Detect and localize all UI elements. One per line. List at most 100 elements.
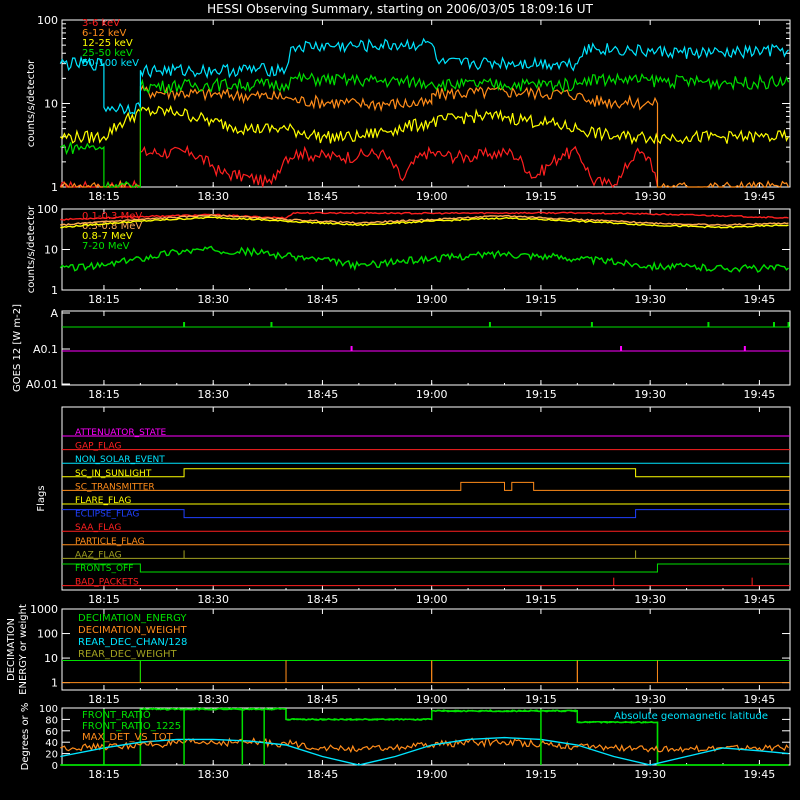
panel4-flag-label: FRONTS_OFF [75,564,133,574]
panel6-ytick-label: 80 [45,715,58,726]
panel2-xtick-label: 18:45 [307,293,339,306]
panel4-flag-line [62,550,790,559]
panel1-xtick-label: 19:15 [525,190,557,203]
panel2-series-line [59,245,789,273]
panel1-xtick-label: 19:30 [634,190,666,203]
panel6-xtick-label: 18:15 [88,768,120,781]
panel1-frame [61,19,791,188]
panel6-xtick-label: 19:45 [744,768,776,781]
panel4-flag-label: NON_SOLAR_EVENT [75,455,165,465]
panel2-ytick-label: 100 [37,203,58,216]
panel2-xtick-label: 19:45 [744,293,776,306]
panel2-legend-entry: 0.1-0.3 MeV [82,211,142,222]
panel6-ytick-label: 20 [45,750,58,761]
panel6-xtick-label: 19:15 [525,768,557,781]
panel4-xtick-label: 19:45 [744,593,776,606]
panel5-ytick-label: 100 [37,628,58,641]
panel5-xtick-label: 18:30 [197,693,229,706]
panel5-xtick-label: 19:30 [634,693,666,706]
panel4-flag-line [62,468,790,478]
panel3-ylabel: GOES 12 [W m-2] [12,304,23,392]
panel6-xtick-label: 18:30 [197,768,229,781]
panel1-series-line [60,84,790,189]
panel4-flag-label: PARTICLE_FLAG [75,537,145,547]
panel1-ytick-label: 100 [37,14,58,27]
panel1-legend-entry: 6-12 keV [82,28,126,39]
panel6-ytick-label: 100 [39,704,58,715]
panel2-xtick-label: 19:30 [634,293,666,306]
panel1-xtick-label: 19:00 [416,190,448,203]
panel1-xtick-label: 18:45 [307,190,339,203]
panel5-legend-entry: DECIMATION_WEIGHT [78,625,187,636]
panel2-ytick-label: 1 [51,284,58,297]
panel2-legend-entry: 0.3-0.8 MeV [82,221,142,232]
panel2-xtick-label: 19:15 [525,293,557,306]
panel1-legend-entry: 50-100 keV [82,58,139,69]
panel5-legend-entry: REAR_DEC_CHAN/128 [78,637,187,648]
panel5-ylabel-line2: ENERGY or weight [18,604,29,695]
panel3-xtick-label: 19:00 [416,388,448,401]
panel4-flag-line [62,509,790,519]
panel4-flag-line [62,563,790,573]
panel2-legend-entry: 0.8-7 MeV [82,231,133,242]
panel5-ytick-label: 10 [44,652,58,665]
panel5-legend-entry: REAR_DEC_WEIGHT [78,649,177,660]
panel5-xtick-label: 18:15 [88,693,120,706]
panel1-series-line [59,71,790,188]
panel2-xtick-label: 18:30 [197,293,229,306]
panel2-ytick-label: 10 [44,244,58,257]
panel6-legend-entry: FRONT_RATIO [82,710,151,721]
panel3-xtick-label: 18:30 [197,388,229,401]
panel4-flag-label: SC_TRANSMITTER [75,482,155,492]
panel3-xtick-label: 18:15 [88,388,120,401]
panel6-ytick-label: 0 [52,761,58,772]
panel6-series-line [60,736,789,766]
panel5-ytick-label: 1 [51,677,58,690]
panel3-xtick-label: 19:45 [744,388,776,401]
panel6-xtick-label: 19:30 [634,768,666,781]
panel2-legend-entry: 7-20 MeV [82,241,130,252]
panel5-frame [61,608,791,691]
panel5-xtick-label: 18:45 [307,693,339,706]
panel1-xtick-label: 18:15 [88,190,120,203]
panel3-ytick-label: A0.01 [26,378,58,391]
panel1-xtick-label: 18:30 [197,190,229,203]
panel2-xtick-label: 19:00 [416,293,448,306]
panel5-ytick-label: 1000 [30,603,58,616]
panel6-series-line [60,707,789,766]
panel3-xtick-label: 19:15 [525,388,557,401]
panel2-xtick-label: 18:15 [88,293,120,306]
panel3-xtick-label: 18:45 [307,388,339,401]
panel6-ylabel: Degrees or % [20,703,31,771]
panel5-xtick-label: 19:15 [525,693,557,706]
panel4-ylabel: Flags [36,485,47,511]
panel4-flag-label: GAP_FLAG [75,442,121,452]
panel1-ytick-label: 1 [51,181,58,194]
panel5-legend-entry: DECIMATION_ENERGY [78,613,187,624]
panel4-flag-label: BAD_PACKETS [75,578,139,588]
panel4-flag-label: AAZ_FLAG [75,550,122,560]
panel4-xtick-label: 18:30 [197,593,229,606]
panel6-ytick-label: 60 [45,727,58,738]
panel2-series-line [60,216,789,229]
panel6-legend-entry: MAX_DET_VS_TOT [82,732,174,743]
panel3-ytick-label: A [50,307,58,320]
panel6-annotation: Absolute geomagnetic latitude [614,711,768,722]
panel6-xtick-label: 18:45 [307,768,339,781]
panel5-xtick-label: 19:00 [416,693,448,706]
panel4-flag-line [62,481,790,491]
panel3-frame [61,310,791,386]
panel4-flag-label: FLARE_FLAG [75,496,131,506]
panel5-ylabel-line1: DECIMATION [6,618,17,681]
panel6-series-line [60,737,789,754]
panel6-xtick-label: 19:00 [416,768,448,781]
panel6-frame [61,707,791,766]
panel4-flag-label: SAA_FLAG [75,523,121,533]
panel1-series-line [59,144,659,189]
panel5-xtick-label: 19:45 [744,693,776,706]
chart-title: HESSI Observing Summary, starting on 200… [207,2,593,16]
panel4-xtick-label: 18:45 [307,593,339,606]
panel1-ytick-label: 10 [44,98,58,111]
